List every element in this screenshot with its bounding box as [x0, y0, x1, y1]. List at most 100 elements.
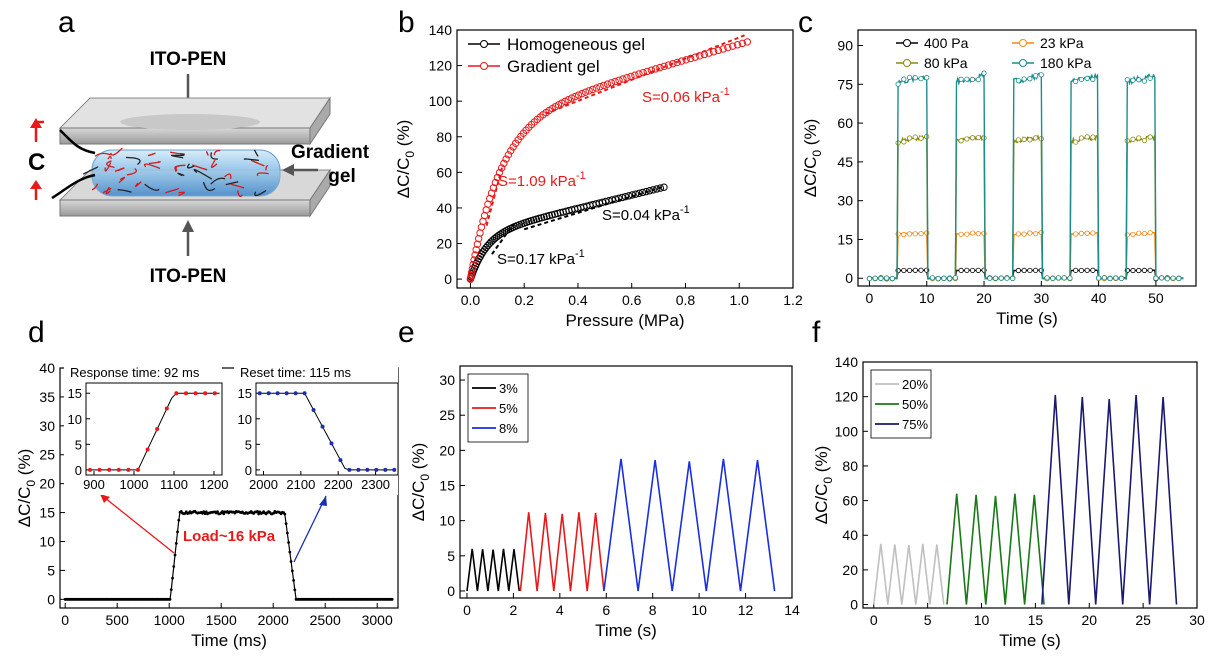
legend-label: 50%	[902, 397, 928, 412]
inset-y-tick-label: 0	[245, 463, 252, 478]
inset-y-tick-label: 15	[238, 386, 252, 401]
series-marker	[1084, 267, 1090, 273]
series-line	[869, 134, 1184, 281]
x-axis-label: Time (s)	[595, 621, 657, 640]
series-marker	[1032, 267, 1039, 273]
series-marker	[901, 76, 907, 82]
response-point	[169, 588, 173, 592]
inset-line	[259, 392, 395, 471]
gradient-gel-front	[91, 149, 281, 197]
inset-x-tick-label: 2200	[324, 477, 353, 492]
gradient-gel-point	[571, 92, 579, 101]
homogeneous-gel-point	[498, 229, 506, 237]
series-marker	[1073, 231, 1079, 237]
series-marker	[1130, 231, 1136, 238]
series-marker	[1078, 76, 1085, 83]
series-marker	[958, 267, 964, 274]
legend-marker	[903, 39, 911, 47]
top-electrode	[120, 114, 260, 130]
gradient-gel-point	[724, 43, 732, 52]
inset-marker	[193, 391, 198, 396]
gradient-gel-point	[467, 268, 476, 277]
y-tick-label: 25	[39, 447, 55, 463]
gradient-gel-point	[619, 75, 627, 83]
series-marker	[1090, 230, 1096, 236]
inset-marker	[126, 467, 131, 472]
response-point	[288, 550, 292, 554]
inset-x-tick-label: 1000	[120, 477, 149, 492]
series-marker	[998, 275, 1004, 281]
gradient-gel-point	[592, 84, 601, 92]
y-tick-label: 100	[429, 93, 453, 109]
series-marker	[975, 231, 981, 237]
inset-marker	[164, 406, 169, 411]
series-marker	[1141, 78, 1148, 84]
response-point	[287, 541, 290, 544]
x-axis-label: Time (s)	[996, 309, 1058, 328]
response-line	[65, 510, 393, 600]
x-tick-label: 4	[556, 602, 564, 618]
series-marker	[901, 139, 907, 145]
y-tick-label: 20	[439, 442, 455, 458]
y-tick-label: 0	[845, 270, 853, 286]
x-tick-label: 20	[1081, 612, 1097, 628]
red-pointer-arrow	[99, 493, 175, 554]
gel-chain	[174, 166, 177, 172]
legend-label: 5%	[499, 401, 518, 416]
gradient-gel-point	[596, 83, 604, 91]
legend-marker	[903, 59, 911, 67]
x-tick-label: 50	[1148, 290, 1164, 306]
series-marker	[947, 275, 953, 282]
gradient-gel-point	[696, 52, 704, 60]
gel-chain	[175, 153, 185, 157]
y-tick-label: 15	[39, 505, 55, 521]
x-tick-label: 20	[976, 290, 992, 306]
series-marker	[1038, 72, 1044, 78]
inset-marker	[293, 391, 298, 396]
series-marker	[1159, 275, 1165, 281]
series-marker	[1124, 77, 1130, 83]
gel-network-front	[83, 147, 269, 198]
gel-chain	[117, 189, 132, 193]
gradient-gel-point	[743, 38, 752, 46]
y-tick-label: 120	[429, 58, 453, 74]
gradient-gel-point	[639, 68, 647, 77]
chart-b: 0.0 0.2 0.4 0.6 0.8 1.0 1.2 0 20 40 60 80 100 120 140 P…	[394, 22, 803, 330]
homogeneous-gel-point	[551, 210, 559, 218]
panel-letter-d: d	[28, 316, 45, 349]
gradient-gel-point	[509, 143, 517, 151]
inset-marker	[329, 441, 334, 446]
series-marker	[1010, 275, 1016, 282]
gel-chain	[243, 158, 259, 162]
series-line	[869, 72, 1184, 280]
fit-line-black-high	[523, 185, 665, 231]
y-tick-label: 5	[47, 562, 55, 578]
inset-frame	[85, 382, 223, 476]
gradient-gel-point	[738, 39, 747, 48]
y-tick-label: 45	[837, 154, 853, 170]
y-tick-label: 60	[837, 115, 853, 131]
inset-frame	[255, 382, 399, 476]
gel-chain	[253, 149, 259, 157]
gel-chain	[147, 152, 156, 157]
gradient-gel-point	[568, 94, 576, 102]
x-tick-label: 0	[870, 612, 878, 628]
series-marker	[975, 77, 981, 83]
panel-letter-a: a	[58, 6, 75, 39]
response-point	[289, 560, 293, 563]
series-marker	[964, 76, 970, 82]
gel-chain	[256, 172, 269, 177]
series-marker	[952, 275, 958, 281]
inset-marker	[145, 447, 150, 452]
series-marker	[1130, 77, 1136, 83]
gel-chain	[210, 177, 226, 185]
inset-marker	[212, 391, 217, 396]
series-marker	[1118, 275, 1125, 282]
fit-line-red-high	[545, 34, 745, 115]
homogeneous-gel-point	[494, 231, 503, 240]
inset-marker	[365, 467, 370, 472]
wire-bottom	[51, 173, 96, 200]
y-tick-label: 30	[837, 193, 853, 209]
x-tick-label: 0.6	[622, 292, 642, 308]
y-tick-label: 40	[39, 360, 55, 376]
